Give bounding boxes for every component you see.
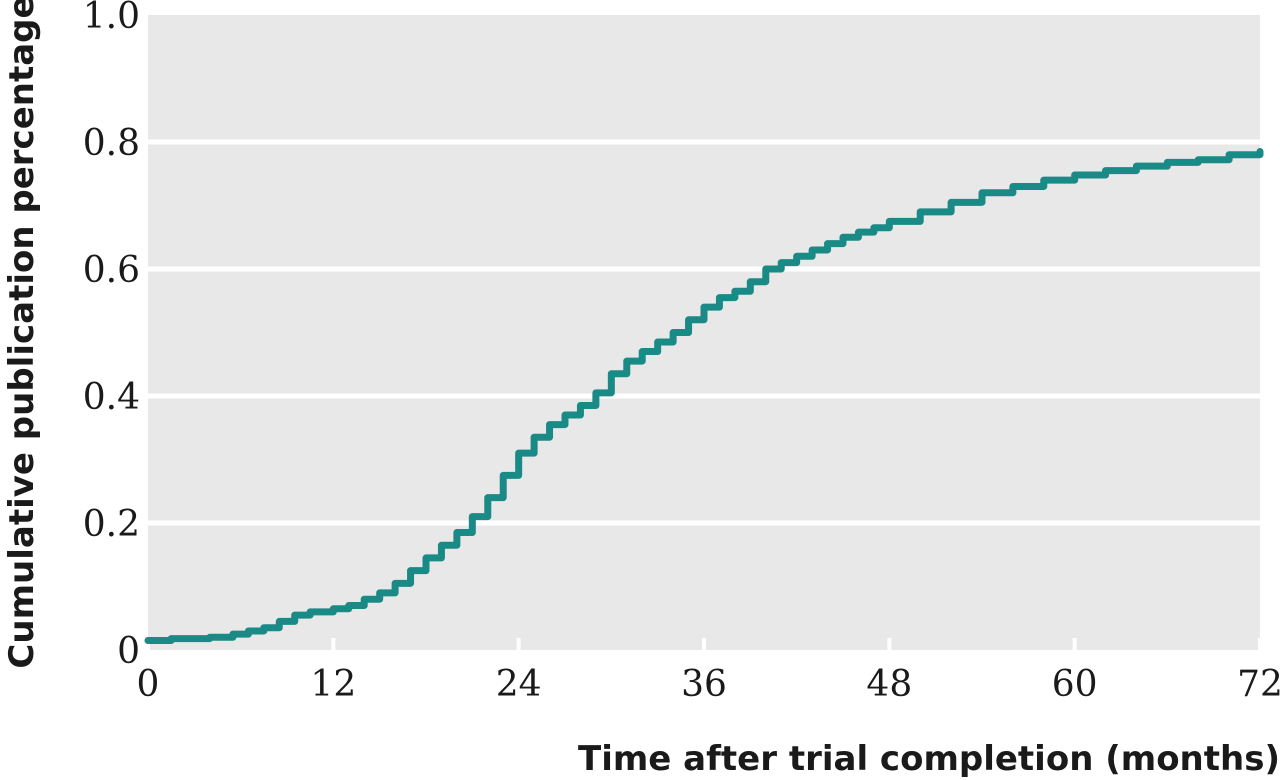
- grid: [148, 139, 1260, 526]
- series-line: [144, 148, 1264, 644]
- y-tick-label: 0.4: [83, 377, 140, 418]
- x-tick-label: 12: [310, 664, 356, 705]
- y-tick-label: 0.2: [83, 504, 140, 545]
- y-tick-label: 0.8: [83, 123, 140, 164]
- x-tick-label: 24: [496, 664, 542, 705]
- x-tick-label: 36: [681, 664, 727, 705]
- x-tick-label: 48: [866, 664, 912, 705]
- y-tick-label: 1.0: [83, 0, 140, 37]
- y-tick-labels: 0 0.2 0.4 0.6 0.8 1.0: [83, 0, 140, 672]
- x-axis-label: Time after trial completion (months): [578, 739, 1280, 779]
- x-tick-label: 0: [137, 664, 160, 705]
- x-tick-labels: 0 12 24 36 48 60 72: [137, 664, 1280, 705]
- y-tick-label: 0: [117, 631, 140, 672]
- y-axis-label: Cumulative publication percentage: [2, 0, 42, 669]
- x-tick-label: 60: [1052, 664, 1098, 705]
- y-tick-label: 0.6: [83, 250, 140, 291]
- x-tick-label: 72: [1237, 664, 1280, 705]
- plot-background: [148, 15, 1260, 650]
